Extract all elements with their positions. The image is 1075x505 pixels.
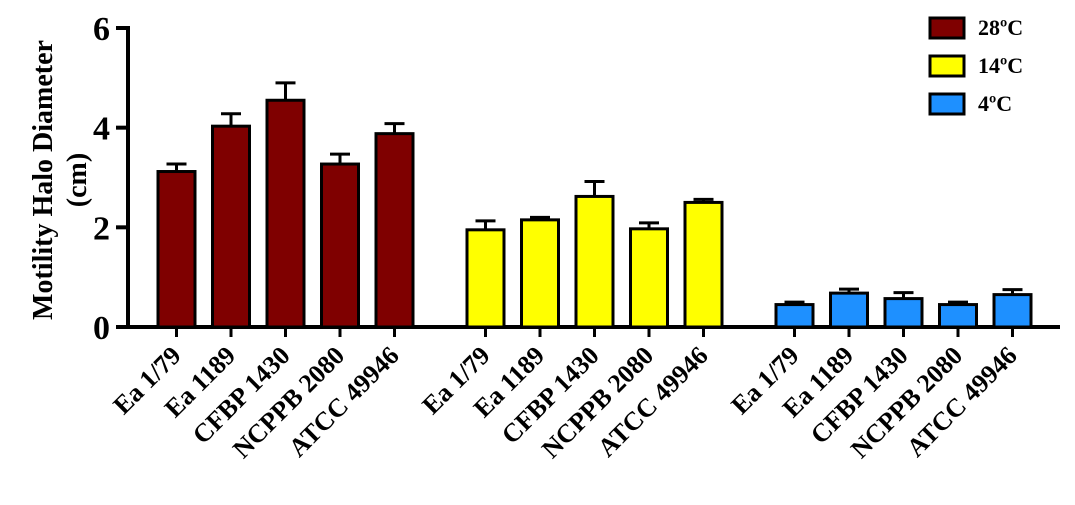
legend-item: 14ºC: [928, 53, 1023, 78]
bar: [683, 200, 724, 329]
bar: [265, 98, 306, 329]
bars: [156, 81, 1033, 329]
legend-label: 28ºC: [978, 15, 1023, 40]
bar: [211, 124, 251, 329]
bar: [320, 162, 360, 329]
bar: [774, 303, 815, 329]
series-2: [774, 287, 1033, 329]
legend-item: 28ºC: [928, 15, 1023, 40]
bar: [883, 297, 924, 329]
bar: [629, 227, 669, 329]
legend: 28ºC 14ºC 4ºC: [928, 15, 1023, 116]
legend-item: 4ºC: [928, 91, 1012, 116]
series-0: [156, 81, 415, 329]
bar: [938, 303, 978, 329]
legend-label: 14ºC: [978, 53, 1023, 78]
y-axis-label-line-1: Motility Halo Diameter: [28, 40, 59, 320]
bar: [156, 170, 197, 329]
y-tick-label: 2: [93, 210, 110, 247]
bar: [465, 228, 506, 329]
legend-swatch: [928, 16, 966, 40]
y-tick-label: 4: [93, 111, 110, 148]
bar: [829, 291, 869, 329]
legend-swatch: [928, 54, 966, 78]
series-1: [465, 179, 724, 329]
y-axis-label-line-2: (cm): [62, 153, 93, 207]
bar: [374, 132, 415, 329]
y-tick-label: 6: [93, 11, 110, 48]
y-tick-label: 0: [93, 310, 110, 347]
y-axis-label: Motility Halo Diameter (cm): [28, 40, 93, 320]
y-axis: 0 2 4 6: [93, 11, 130, 347]
bar: [574, 194, 615, 329]
bar: [520, 218, 560, 329]
legend-label: 4ºC: [978, 91, 1012, 116]
bar: [992, 293, 1033, 329]
legend-swatch: [928, 92, 966, 116]
